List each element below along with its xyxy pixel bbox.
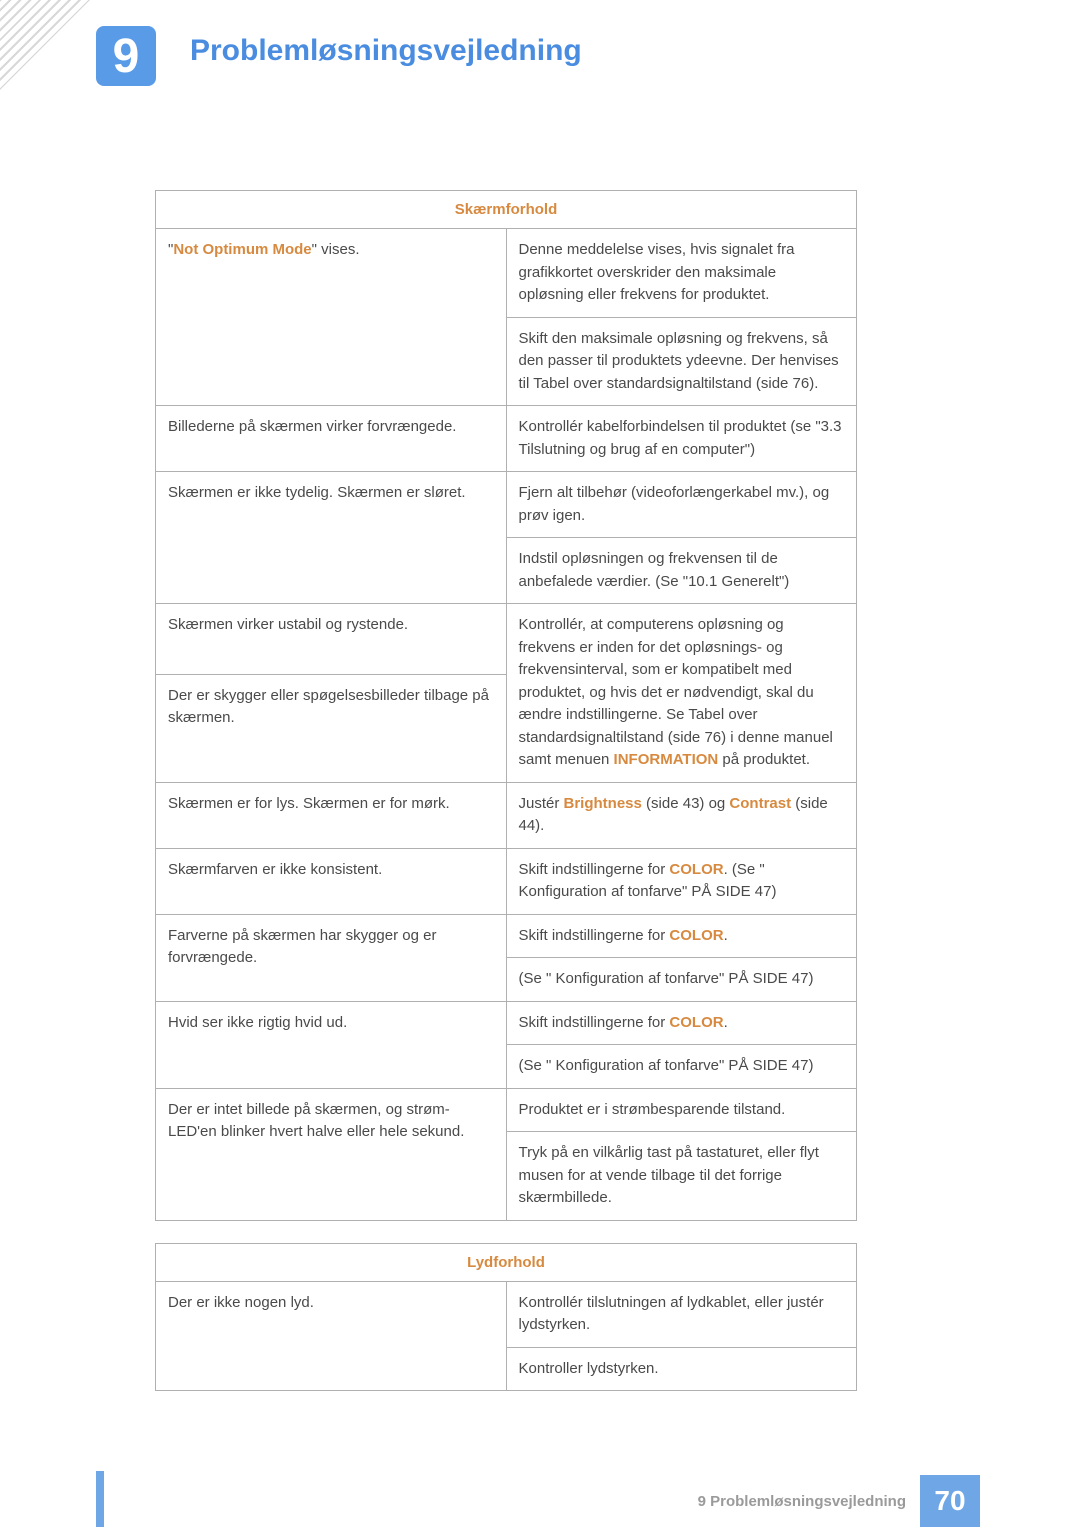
problem-cell: Skærmen er for lys. Skærmen er for mørk.: [156, 782, 507, 848]
page-number-badge: 70: [920, 1475, 980, 1527]
solution-cell: Kontrollér tilslutningen af lydkablet, e…: [506, 1281, 857, 1347]
table-row: Der er ikke nogen lyd.Kontrollér tilslut…: [156, 1281, 857, 1347]
solution-cell: Indstil opløsningen og frekvensen til de…: [506, 538, 857, 604]
table-row: Hvid ser ikke rigtig hvid ud.Skift indst…: [156, 1001, 857, 1045]
corner-hatch: [0, 0, 90, 90]
solution-cell: Produktet er i strømbesparende tilstand.: [506, 1088, 857, 1132]
solution-cell: Kontroller lydstyrken.: [506, 1347, 857, 1391]
solution-cell: Denne meddelelse vises, hvis signalet fr…: [506, 229, 857, 318]
solution-cell: Kontrollér, at computerens opløsning og …: [506, 604, 857, 783]
problem-cell: Skærmen virker ustabil og rystende.: [156, 604, 507, 675]
table-row: Skærmen er ikke tydelig. Skærmen er slør…: [156, 472, 857, 538]
table-row: Der er intet billede på skærmen, og strø…: [156, 1088, 857, 1132]
solution-cell: (Se " Konfiguration af tonfarve" PÅ SIDE…: [506, 958, 857, 1002]
problem-cell: Der er skygger eller spøgelsesbilleder t…: [156, 674, 507, 782]
solution-cell: Kontrollér kabelforbindelsen til produkt…: [506, 406, 857, 472]
table-row: "Not Optimum Mode" vises.Denne meddelels…: [156, 229, 857, 318]
table-row: Farverne på skærmen har skygger og er fo…: [156, 914, 857, 958]
solution-cell: (Se " Konfiguration af tonfarve" PÅ SIDE…: [506, 1045, 857, 1089]
footer-text: 9 Problemløsningsvejledning: [698, 1493, 906, 1510]
problem-cell: Billederne på skærmen virker forvrængede…: [156, 406, 507, 472]
solution-cell: Fjern alt tilbehør (videoforlængerkabel …: [506, 472, 857, 538]
solution-cell: Skift indstillingerne for COLOR. (Se " K…: [506, 848, 857, 914]
page-number: 70: [934, 1485, 965, 1517]
solution-cell: Tryk på en vilkårlig tast på tastaturet,…: [506, 1132, 857, 1221]
table-header: Skærmforhold: [156, 191, 857, 229]
table-row: Skærmfarven er ikke konsistent.Skift ind…: [156, 848, 857, 914]
page-footer: 9 Problemløsningsvejledning 70: [0, 1475, 1080, 1527]
problem-cell: Farverne på skærmen har skygger og er fo…: [156, 914, 507, 1001]
problem-cell: Skærmen er ikke tydelig. Skærmen er slør…: [156, 472, 507, 604]
table-header: Lydforhold: [156, 1243, 857, 1281]
content-area: Skærmforhold"Not Optimum Mode" vises.Den…: [155, 190, 857, 1391]
troubleshooting-table: Skærmforhold"Not Optimum Mode" vises.Den…: [155, 190, 857, 1221]
table-row: Billederne på skærmen virker forvrængede…: [156, 406, 857, 472]
troubleshooting-table: LydforholdDer er ikke nogen lyd.Kontroll…: [155, 1243, 857, 1392]
table-row: Skærmen er for lys. Skærmen er for mørk.…: [156, 782, 857, 848]
solution-cell: Skift den maksimale opløsning og frekven…: [506, 317, 857, 406]
table-row: Skærmen virker ustabil og rystende.Kontr…: [156, 604, 857, 675]
problem-cell: Der er ikke nogen lyd.: [156, 1281, 507, 1391]
solution-cell: Skift indstillingerne for COLOR.: [506, 1001, 857, 1045]
chapter-number-badge: 9: [96, 26, 156, 86]
problem-cell: Der er intet billede på skærmen, og strø…: [156, 1088, 507, 1220]
problem-cell: Hvid ser ikke rigtig hvid ud.: [156, 1001, 507, 1088]
solution-cell: Justér Brightness (side 43) og Contrast …: [506, 782, 857, 848]
solution-cell: Skift indstillingerne for COLOR.: [506, 914, 857, 958]
chapter-title: Problemløsningsvejledning: [190, 34, 582, 68]
problem-cell: Skærmfarven er ikke konsistent.: [156, 848, 507, 914]
problem-cell: "Not Optimum Mode" vises.: [156, 229, 507, 406]
chapter-number: 9: [113, 29, 140, 84]
